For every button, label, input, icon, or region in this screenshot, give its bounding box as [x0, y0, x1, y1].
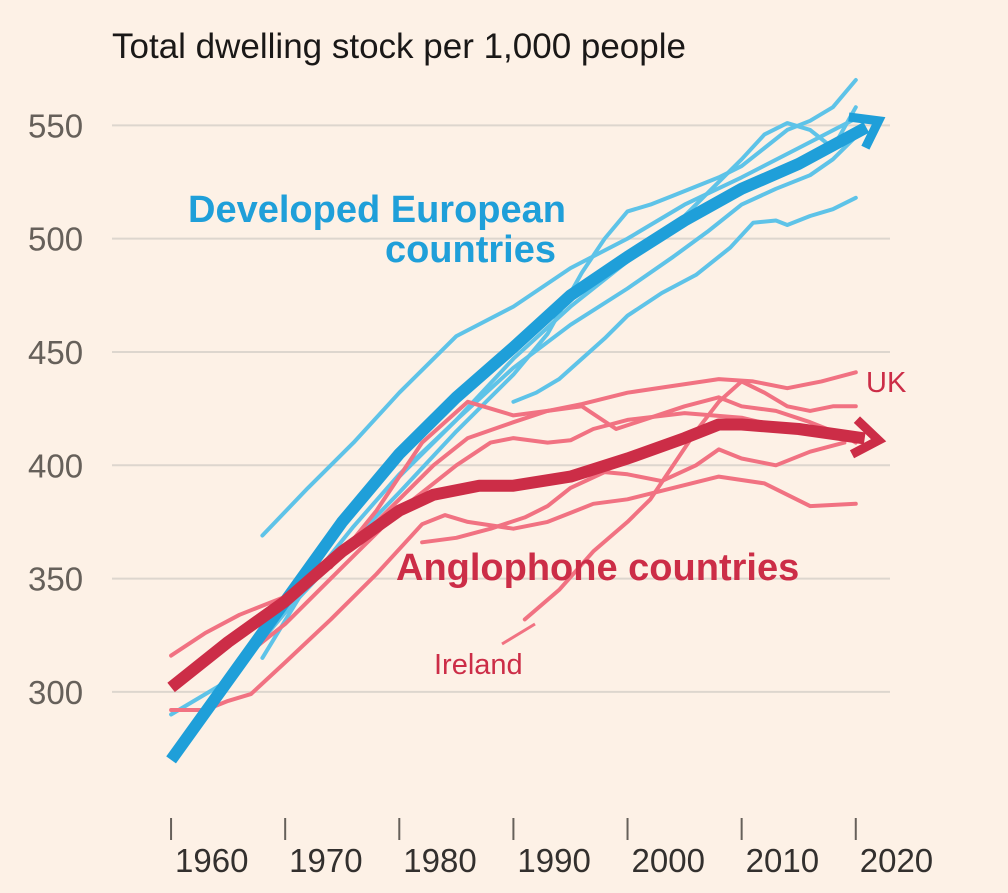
y-tick-label-300: 300	[28, 674, 83, 711]
chart-title: Total dwelling stock per 1,000 people	[112, 27, 686, 66]
y-tick-label-550: 550	[28, 107, 83, 144]
x-tick-label-2020: 2020	[860, 842, 933, 879]
series-line-europe-5	[397, 105, 858, 479]
arrowhead-european	[848, 112, 886, 150]
average-line-anglophone	[167, 418, 866, 693]
axes: 300 350 400 450 500 550 1960 1970 1980 1990 2000 20…	[28, 107, 933, 879]
series-line-anglophone-5	[328, 395, 858, 570]
x-tick-label-1970: 1970	[289, 842, 362, 879]
x-tick-label-1980: 1980	[403, 842, 476, 879]
series-line-anglophone-4	[248, 411, 858, 654]
annotation-european-line2: countries	[385, 229, 556, 271]
x-tick-label-1960: 1960	[175, 842, 248, 879]
annotation-anglophone: Anglophone countries	[396, 547, 799, 589]
annotation-european-line1: Developed European	[188, 189, 566, 231]
average-series	[166, 112, 887, 764]
y-tick-label-400: 400	[28, 447, 83, 484]
grid-lines	[112, 124, 890, 693]
x-tick-label-1990: 1990	[517, 842, 590, 879]
ireland-leader-line	[501, 622, 536, 646]
y-tick-label-450: 450	[28, 334, 83, 371]
y-tick-label-350: 350	[28, 561, 83, 598]
annotation-uk: UK	[866, 367, 907, 399]
series-line-anglophone-3	[169, 474, 858, 712]
y-tick-label-500: 500	[28, 221, 83, 258]
series-line-anglophone-6	[420, 440, 847, 545]
chart-labels: Total dwelling stock per 1,000 people De…	[112, 27, 907, 681]
series-line-europe-1	[260, 116, 858, 538]
annotation-ireland: Ireland	[434, 649, 523, 681]
arrowhead-anglophone	[849, 416, 887, 459]
x-tick-label-2000: 2000	[632, 842, 705, 879]
x-tick-label-2010: 2010	[746, 842, 819, 879]
series-line-europe-4	[511, 195, 858, 404]
series-line-europe-3	[260, 134, 858, 660]
